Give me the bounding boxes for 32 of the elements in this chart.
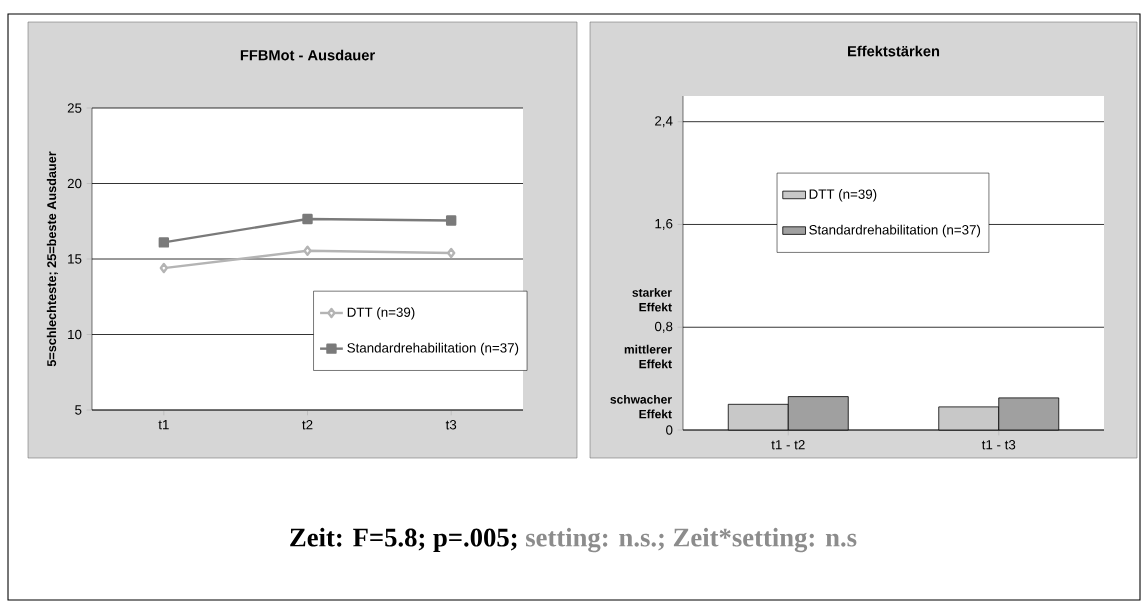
- y-tick-label: 25: [67, 103, 82, 113]
- legend-label: Standardrehabilitation (n=37): [809, 224, 981, 238]
- text: mittlerer Effekt: [624, 344, 672, 369]
- x-tick-label: t1 - t3: [981, 440, 1016, 450]
- point: [158, 237, 170, 248]
- legend-label: Standardrehabilitation (n=37): [347, 342, 519, 356]
- y-tick-label: 10: [68, 329, 82, 340]
- point: [302, 213, 313, 225]
- y-tick-label: 2,4: [655, 116, 673, 128]
- point: [159, 262, 169, 274]
- x-tick-label: t2: [302, 420, 313, 430]
- legend-label: DTT (n=39): [809, 189, 877, 202]
- y-tick-label: 20: [67, 178, 82, 189]
- y-axis-title: 5=schlechteste; 25=beste Ausdauer: [46, 151, 58, 367]
- text: Zeit: F=5.8; p=.005;: [290, 527, 517, 552]
- point: [446, 247, 456, 259]
- chart-title: FFBMot - Ausdauer: [240, 49, 375, 61]
- y-tick-label: 1,6: [655, 218, 673, 230]
- chart-title: Effektstärken: [848, 45, 940, 57]
- text: starker Effekt: [632, 288, 672, 312]
- x-tick-label: t3: [445, 420, 457, 430]
- y-tick-label: 0,8: [654, 321, 673, 333]
- legend-label: DTT (n=39): [347, 307, 415, 320]
- y-tick-label: 5: [75, 405, 82, 415]
- y-tick-label: 15: [68, 254, 82, 264]
- text: schwacher Effekt: [610, 394, 672, 419]
- y-tick-label: 0: [666, 425, 673, 435]
- x-tick-label: t1: [158, 420, 169, 430]
- point: [303, 245, 312, 256]
- text: setting: n.s.; Zeit*setting: n.s: [526, 527, 857, 553]
- x-tick-label: t1 - t2: [771, 440, 805, 450]
- point: [445, 215, 457, 226]
